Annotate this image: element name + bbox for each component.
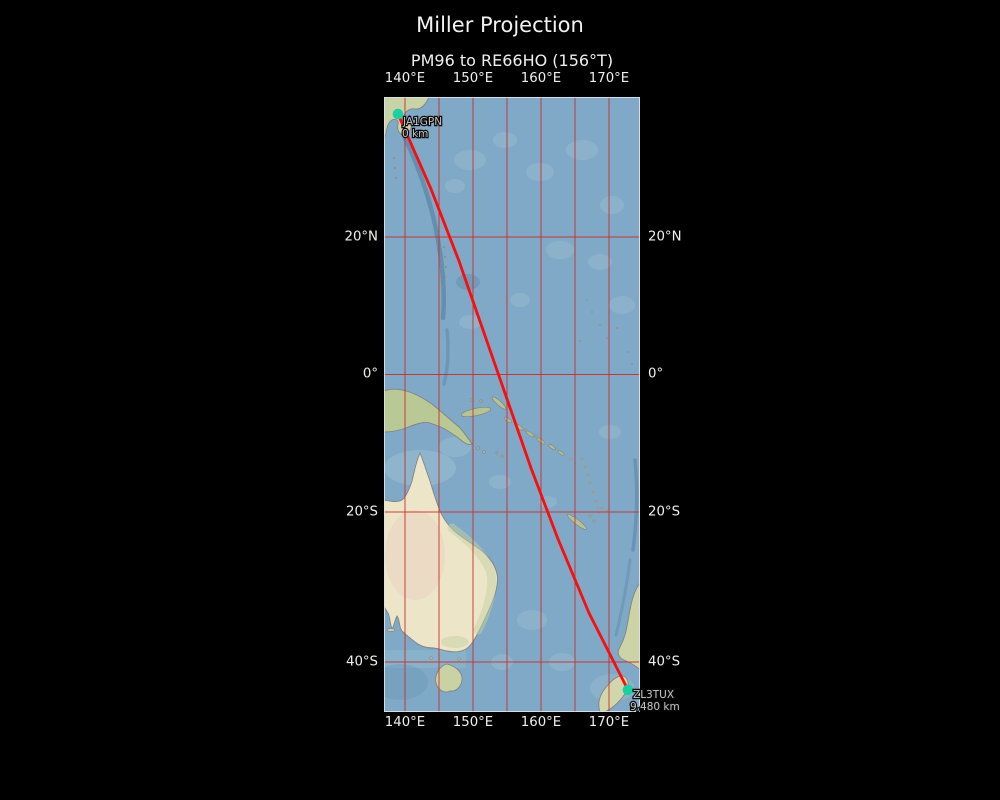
map-subtitle: PM96 to RE66HO (156°T) — [410, 51, 614, 70]
tick-right-40s: 40°S — [648, 654, 681, 670]
tick-bottom-140e: 140°E — [384, 715, 426, 730]
figure-title: Miller Projection — [416, 13, 584, 37]
vanuatu-islands — [569, 457, 600, 510]
tick-left-20s: 20°S — [345, 504, 378, 520]
new-caledonia — [567, 514, 596, 530]
land-tasmania — [435, 663, 463, 693]
tick-right-20s: 20°S — [648, 504, 681, 520]
australia-terrain-tints — [385, 510, 497, 648]
mariana-islands — [441, 245, 448, 289]
great-circle-route — [396, 112, 630, 692]
tick-top-160e: 160°E — [520, 71, 562, 86]
izu-islands — [393, 157, 397, 179]
route-marker-destination[interactable] — [622, 684, 634, 696]
ocean-trenches — [384, 135, 639, 700]
bismarck-islands — [460, 396, 507, 454]
origin-callsign-label: JA1GPN — [402, 116, 442, 128]
land-nz-south-island — [598, 675, 629, 712]
tick-top-140e: 140°E — [384, 71, 426, 86]
south-australia-islands — [386, 628, 461, 661]
tick-top-150e: 150°E — [452, 71, 494, 86]
map-border — [384, 97, 640, 712]
destination-distance-label: 9,480 km — [630, 701, 680, 713]
tick-right-0: 0° — [648, 366, 664, 382]
tick-bottom-160e: 160°E — [520, 715, 562, 730]
origin-distance-label: 0 km — [402, 128, 428, 140]
tick-top-170e: 170°E — [588, 71, 630, 86]
destination-callsign-label: ZL3TUX — [633, 689, 674, 701]
tick-left-0: 0° — [362, 366, 378, 382]
map-canvas[interactable]: JA1GPN 0 km ZL3TUX 9,480 km — [384, 97, 681, 714]
graticule — [384, 97, 640, 712]
tick-right-20n: 20°N — [648, 229, 682, 245]
tick-left-20n: 20°N — [344, 229, 378, 245]
tick-bottom-150e: 150°E — [452, 715, 494, 730]
micronesia-islands — [579, 299, 633, 365]
tick-left-40s: 40°S — [345, 654, 378, 670]
land-new-guinea — [384, 388, 473, 445]
tick-bottom-170e: 170°E — [588, 715, 630, 730]
route-marker-origin[interactable] — [392, 108, 404, 120]
